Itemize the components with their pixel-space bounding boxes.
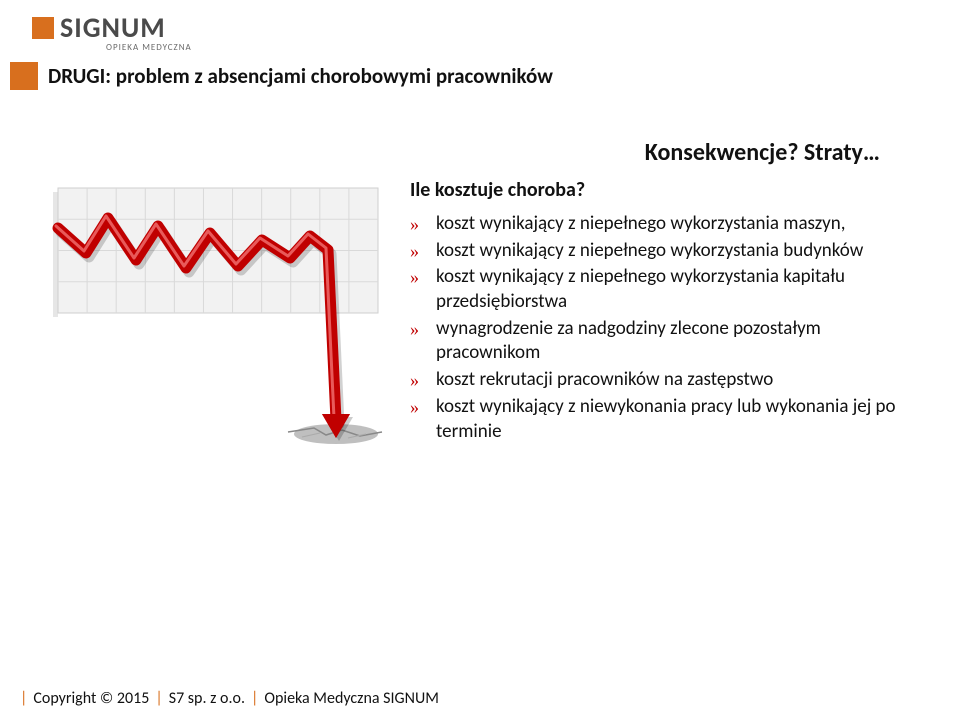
bullet-item: » wynagrodzenie za nadgodziny zlecone poz… <box>410 317 920 366</box>
logo-square-icon <box>32 17 54 39</box>
slide-title-row: DRUGI: problem z absencjami chorobowymi … <box>10 62 553 90</box>
logo: SIGNUM OPIEKA MEDYCZNA <box>32 10 192 53</box>
bullet-item: » koszt wynikający z niepełnego wykorzyst… <box>410 239 920 264</box>
bullet-list: » koszt wynikający z niepełnego wykorzyst… <box>410 212 920 444</box>
bullet-text: koszt wynikający z niewykonania pracy lu… <box>436 395 920 444</box>
bullet-text: koszt rekrutacji pracowników na zastępst… <box>436 368 773 393</box>
title-bullet-icon <box>10 62 38 90</box>
footer-company: S7 sp. z o.o. <box>169 689 245 708</box>
slide-title: DRUGI: problem z absencjami chorobowymi … <box>48 63 553 89</box>
footer-pipe: | <box>20 689 27 708</box>
slide-subtitle: Konsekwencje? Straty… <box>645 138 880 167</box>
decline-chart <box>52 182 392 462</box>
footer-pipe: | <box>155 689 162 708</box>
bullet-text: wynagrodzenie za nadgodziny zlecone pozo… <box>436 317 920 366</box>
question-heading: Ile kosztuje choroba? <box>410 178 920 202</box>
footer-product: Opieka Medyczna SIGNUM <box>264 689 439 708</box>
chevron-icon: » <box>410 395 424 419</box>
logo-brand: SIGNUM <box>60 10 166 45</box>
bullet-item: » koszt rekrutacji pracowników na zastęps… <box>410 368 920 393</box>
chevron-icon: » <box>410 212 424 236</box>
chevron-icon: » <box>410 265 424 289</box>
logo-row: SIGNUM <box>32 10 192 45</box>
decline-chart-svg <box>52 182 392 462</box>
chevron-icon: » <box>410 239 424 263</box>
footer: | Copyright © 2015 | S7 sp. z o.o. | Opi… <box>14 689 439 708</box>
chevron-icon: » <box>410 368 424 392</box>
bullet-text: koszt wynikający z niepełnego wykorzysta… <box>436 239 863 264</box>
bullet-text: koszt wynikający z niepełnego wykorzysta… <box>436 212 845 237</box>
bullet-item: » koszt wynikający z niepełnego wykorzyst… <box>410 212 920 237</box>
bullet-item: » koszt wynikający z niewykonania pracy l… <box>410 395 920 444</box>
footer-copyright: Copyright © 2015 <box>33 689 149 708</box>
logo-subtitle: OPIEKA MEDYCZNA <box>106 42 192 53</box>
content-column: Ile kosztuje choroba? » koszt wynikający … <box>410 178 920 446</box>
bullet-text: koszt wynikający z niepełnego wykorzysta… <box>436 265 920 314</box>
footer-pipe: | <box>251 689 258 708</box>
bullet-item: » koszt wynikający z niepełnego wykorzyst… <box>410 265 920 314</box>
chevron-icon: » <box>410 317 424 341</box>
